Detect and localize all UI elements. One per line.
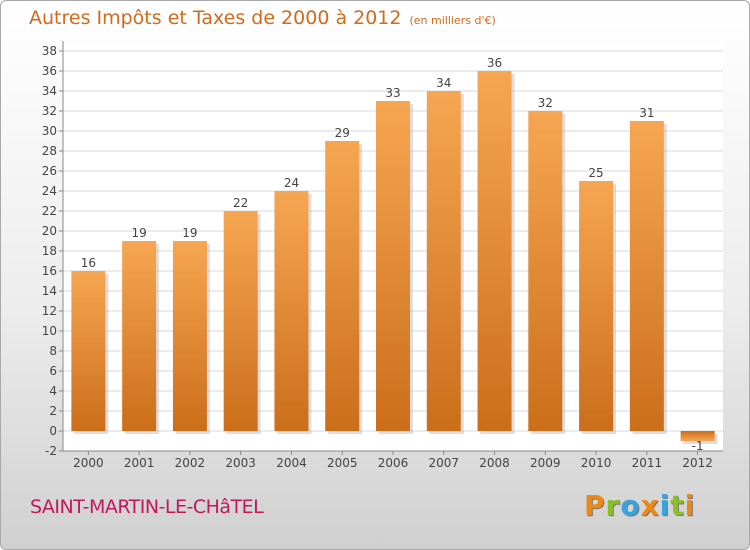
x-tick-label: 2002 [175, 456, 206, 470]
bar [325, 141, 360, 431]
bar [376, 101, 410, 431]
bar-value-label: 31 [639, 106, 654, 120]
bar-value-label: 32 [538, 96, 553, 110]
y-tick-label: 4 [49, 384, 57, 398]
y-tick-label: 38 [42, 44, 57, 58]
logo-letter: i [684, 489, 696, 522]
x-tick-label: 2009 [530, 456, 561, 470]
x-tick-label: 2008 [479, 456, 510, 470]
y-tick-label: 2 [49, 404, 57, 418]
bar [122, 241, 157, 431]
logo-letter: x [640, 489, 660, 522]
bar-value-label: 24 [284, 176, 299, 190]
bar-value-label: -1 [692, 439, 704, 453]
x-tick-label: 2012 [682, 456, 713, 470]
x-tick-label: 2003 [225, 456, 256, 470]
x-tick-label: 2005 [327, 456, 358, 470]
y-tick-label: 24 [42, 184, 57, 198]
y-tick-label: -2 [45, 444, 57, 458]
y-tick-label: 28 [42, 144, 57, 158]
x-tick-label: 2010 [581, 456, 612, 470]
chart-title-text: Autres Impôts et Taxes de 2000 à 2012 [29, 7, 402, 29]
bar [680, 431, 715, 441]
bar [172, 241, 207, 431]
x-tick-label: 2004 [276, 456, 307, 470]
bars: 16 19 19 22 24 29 33 34 36 32 25 31 -1 [71, 56, 718, 453]
y-tick-label: 34 [42, 84, 57, 98]
bar-value-label: 33 [385, 86, 400, 100]
bar-value-label: 36 [487, 56, 502, 70]
y-tick-label: 32 [42, 104, 57, 118]
logo-letter: r [605, 489, 621, 522]
x-tick-label: 2007 [428, 456, 459, 470]
bar [71, 271, 106, 431]
proxiti-logo: Proxiti [584, 489, 695, 522]
y-tick-label: 6 [49, 364, 57, 378]
y-tick-label: 18 [42, 244, 57, 258]
bar [477, 71, 512, 431]
logo-letter: o [620, 489, 641, 522]
bar-value-label: 16 [81, 256, 96, 270]
chart-unit: (en milliers d'€) [409, 14, 496, 27]
chart-title: Autres Impôts et Taxes de 2000 à 2012 (en… [29, 7, 496, 29]
x-tick-label: 2001 [124, 456, 155, 470]
y-tick-label: 0 [49, 424, 57, 438]
bar [629, 121, 664, 431]
bar [579, 181, 614, 431]
logo-letter: i [659, 489, 671, 522]
proxiti-logo-text: Proxiti [584, 489, 695, 522]
y-tick-label: 12 [42, 304, 57, 318]
y-tick-label: 16 [42, 264, 57, 278]
bar [426, 91, 461, 431]
x-tick-label: 2006 [378, 456, 409, 470]
logo-letter: P [584, 489, 606, 522]
bar-value-label: 22 [233, 196, 248, 210]
bar-value-label: 19 [182, 226, 197, 240]
bar [223, 211, 258, 431]
bar-value-label: 34 [436, 76, 451, 90]
y-tick-label: 22 [42, 204, 57, 218]
y-tick-label: 10 [42, 324, 57, 338]
bar [528, 111, 563, 431]
x-tick-label: 2011 [632, 456, 663, 470]
y-tick-label: 14 [42, 284, 57, 298]
y-tick-label: 30 [42, 124, 57, 138]
bar-value-label: 29 [335, 126, 350, 140]
bar-value-label: 25 [588, 166, 603, 180]
logo-letter: t [670, 489, 685, 522]
x-tick-label: 2000 [73, 456, 104, 470]
place-name: SAINT-MARTIN-LE-CHâTEL [30, 496, 264, 518]
bar [274, 191, 309, 431]
y-tick-label: 26 [42, 164, 57, 178]
y-tick-label: 36 [42, 64, 57, 78]
bar-value-label: 19 [132, 226, 147, 240]
y-tick-label: 20 [42, 224, 57, 238]
x-axis: 2000 2001 2002 2003 2004 2005 2006 2007 2008 2009… [73, 451, 713, 470]
y-tick-label: 8 [49, 344, 57, 358]
